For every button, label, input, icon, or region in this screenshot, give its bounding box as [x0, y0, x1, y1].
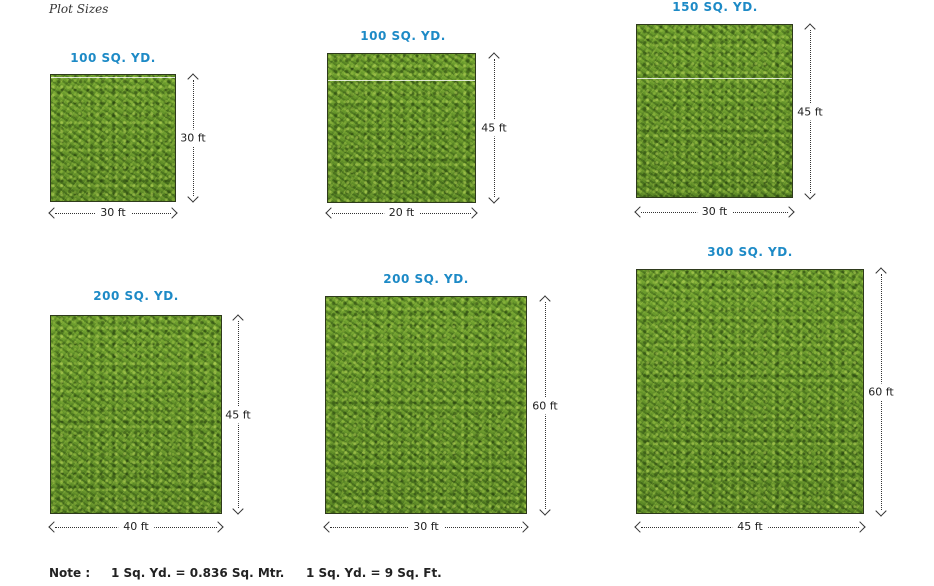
plot-area-label: 300 SQ. YD.	[707, 245, 793, 259]
height-label: 60 ft	[867, 383, 895, 401]
width-label: 40 ft	[118, 520, 154, 534]
arrow-right-icon	[466, 207, 478, 219]
width-label: 30 ft	[408, 520, 444, 534]
arrow-down-icon	[488, 192, 500, 204]
width-dimension: 20 ft	[325, 206, 478, 220]
height-label: 45 ft	[480, 119, 508, 137]
width-label: 45 ft	[732, 520, 768, 534]
height-label: 45 ft	[224, 406, 252, 423]
arrow-up-icon	[232, 314, 244, 326]
arrow-up-icon	[187, 73, 199, 85]
plot-area-label: 200 SQ. YD.	[383, 272, 469, 286]
plot-area-label: 100 SQ. YD.	[70, 51, 156, 65]
note-conversion-metric: 1 Sq. Yd. = 0.836 Sq. Mtr.	[111, 566, 285, 580]
arrow-right-icon	[166, 207, 178, 219]
height-dimension: 45 ft	[796, 23, 824, 200]
turf-seam	[637, 78, 792, 79]
width-label: 30 ft	[95, 206, 131, 220]
turf-seam	[51, 77, 175, 78]
turf-seam	[328, 80, 475, 81]
height-dimension: 60 ft	[867, 267, 895, 517]
arrow-down-icon	[232, 503, 244, 515]
height-label: 45 ft	[796, 103, 824, 120]
arrow-up-icon	[539, 295, 551, 307]
width-dimension: 30 ft	[48, 206, 178, 220]
height-dimension: 60 ft	[531, 295, 559, 516]
grass-plot-image	[325, 296, 527, 514]
width-label: 20 ft	[383, 206, 420, 220]
note-prefix: Note :	[49, 566, 91, 580]
plot-area-label: 100 SQ. YD.	[360, 29, 446, 43]
arrow-down-icon	[875, 505, 887, 517]
width-dimension: 30 ft	[323, 520, 529, 534]
arrow-right-icon	[854, 521, 866, 533]
arrow-left-icon	[634, 521, 646, 533]
arrow-right-icon	[783, 206, 795, 218]
page-title: Plot Sizes	[49, 2, 109, 16]
height-label: 30 ft	[179, 129, 207, 147]
arrow-left-icon	[48, 521, 60, 533]
plot-area-label: 150 SQ. YD.	[672, 0, 758, 14]
arrow-left-icon	[634, 206, 646, 218]
height-label: 60 ft	[531, 397, 559, 414]
arrow-down-icon	[804, 188, 816, 200]
arrow-left-icon	[325, 207, 337, 219]
arrow-up-icon	[804, 23, 816, 35]
arrow-down-icon	[539, 504, 551, 516]
grass-plot-image	[636, 269, 864, 514]
arrow-up-icon	[488, 52, 500, 64]
arrow-left-icon	[323, 521, 335, 533]
height-dimension: 45 ft	[480, 52, 508, 204]
grass-plot-image	[50, 315, 222, 514]
width-dimension: 40 ft	[48, 520, 224, 534]
grass-plot-image	[50, 74, 176, 202]
width-dimension: 30 ft	[634, 205, 795, 219]
arrow-right-icon	[517, 521, 529, 533]
grass-plot-image	[327, 53, 476, 203]
width-dimension: 45 ft	[634, 520, 866, 534]
arrow-down-icon	[187, 191, 199, 203]
plot-area-label: 200 SQ. YD.	[93, 289, 179, 303]
height-dimension: 45 ft	[224, 314, 252, 515]
height-dimension: 30 ft	[179, 73, 207, 203]
arrow-left-icon	[48, 207, 60, 219]
arrow-up-icon	[875, 267, 887, 279]
width-label: 30 ft	[696, 205, 733, 219]
note-conversion-feet: 1 Sq. Yd. = 9 Sq. Ft.	[306, 566, 442, 580]
grass-plot-image	[636, 24, 793, 198]
arrow-right-icon	[212, 521, 224, 533]
